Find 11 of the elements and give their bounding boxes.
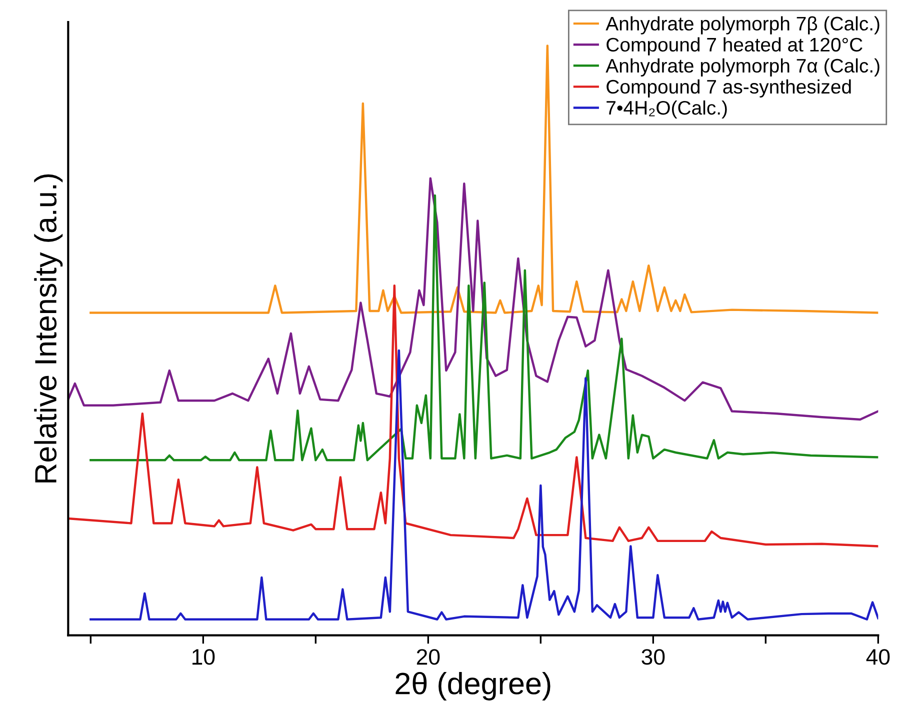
legend-label: Anhydrate polymorph 7β (Calc.) <box>606 16 880 34</box>
legend-label: 7•4H₂O(Calc.) <box>606 100 727 119</box>
legend-label: Compound 7 as-synthesized <box>606 79 851 98</box>
x-tick-label: 20 <box>416 649 440 665</box>
y-axis-title: Relative Intensity (a.u.) <box>34 174 63 482</box>
x-axis-title: 2θ (degree) <box>396 672 550 700</box>
legend-label: Anhydrate polymorph 7α (Calc.) <box>606 58 880 76</box>
legend-label: Compound 7 heated at 120°C <box>606 37 862 56</box>
x-tick-label: 10 <box>192 649 215 665</box>
x-tick-label: 40 <box>866 649 890 665</box>
x-tick-label: 30 <box>642 649 665 665</box>
